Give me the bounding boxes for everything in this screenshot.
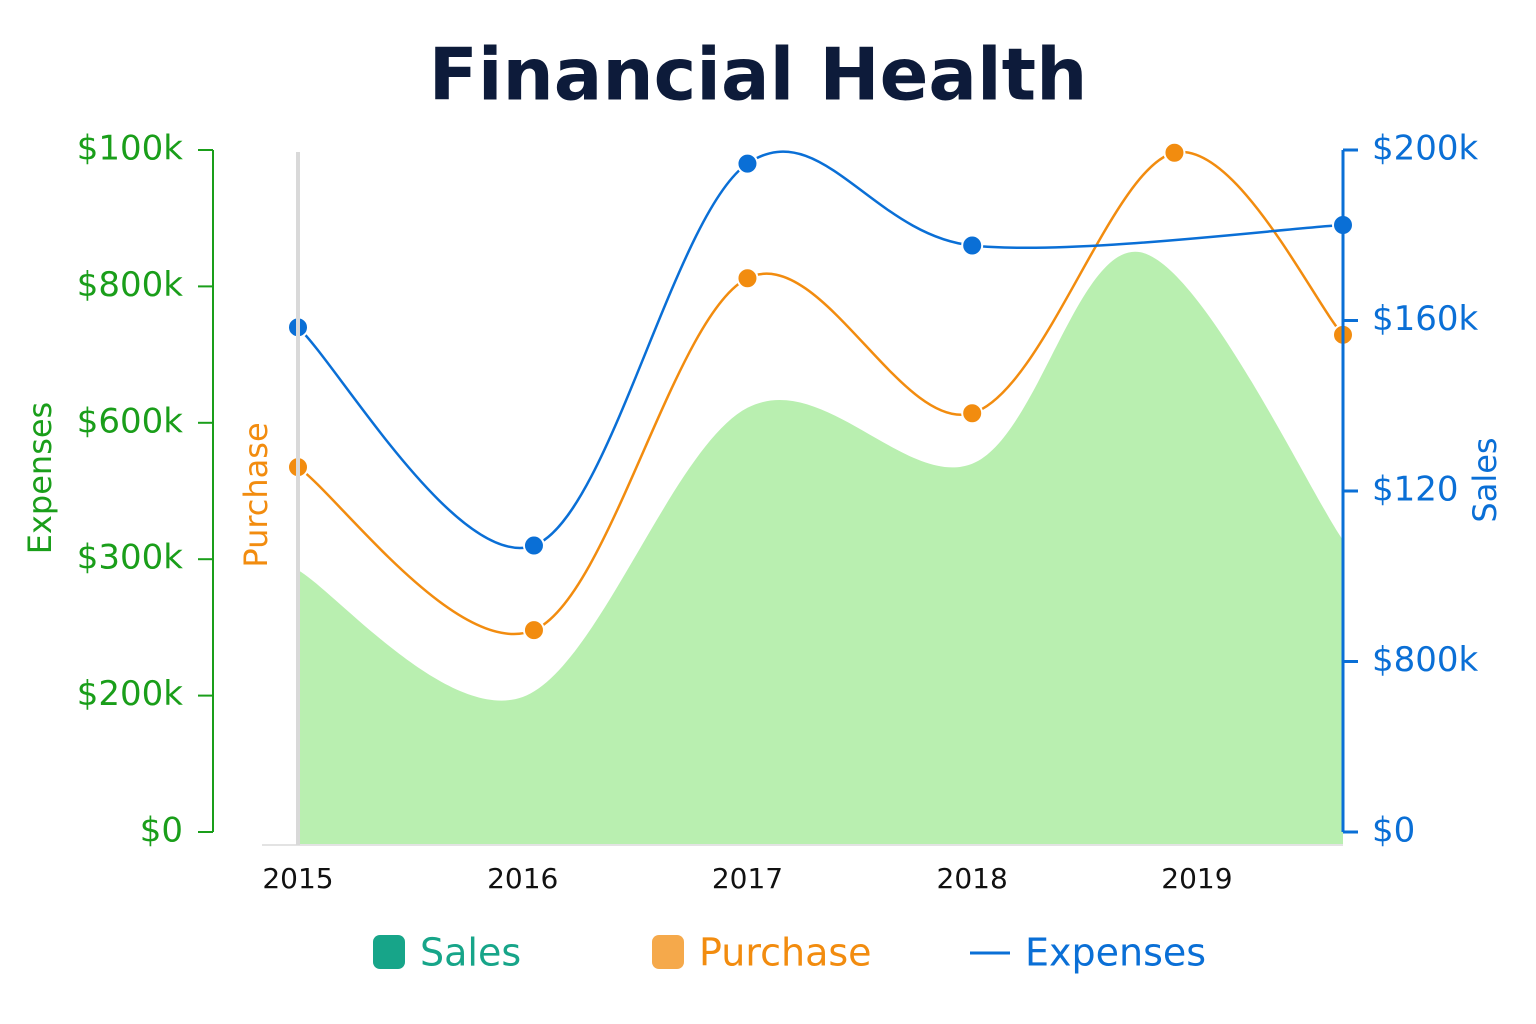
legend-swatch [373, 935, 405, 969]
x-tick-label: 2018 [937, 862, 1008, 895]
plot-area [287, 141, 1354, 845]
y2-tick-label: $160k [1372, 299, 1479, 339]
y-tick-label: $100k [77, 129, 184, 169]
point [522, 534, 545, 557]
x-tick-label: 2017 [712, 862, 783, 895]
y-tick-label: $200k [77, 674, 184, 714]
y2-axis-title: Sales [1466, 437, 1504, 522]
point [1163, 141, 1186, 164]
x-tick-label: 2016 [487, 862, 558, 895]
point [961, 234, 984, 257]
point [736, 267, 759, 290]
line [297, 150, 1344, 550]
y-axis-title: Expenses [21, 402, 59, 554]
legend-swatch [652, 935, 684, 969]
y-tick-label: $600k [77, 401, 184, 441]
y2-tick-label: $0 [1372, 811, 1415, 851]
point [961, 402, 984, 425]
point [736, 152, 759, 175]
y2-tick-label: $120 [1372, 470, 1459, 510]
chart-title: Financial Health [429, 33, 1088, 117]
point [522, 619, 545, 642]
x-tick-label: 2015 [262, 862, 333, 895]
y2-tick-label: $200k [1372, 129, 1479, 169]
x-tick-label: 2019 [1161, 862, 1232, 895]
y-axis-title-secondary: Purchase [237, 422, 275, 567]
y-tick-label: $0 [140, 811, 183, 851]
area [298, 251, 1343, 845]
legend-label: Purchase [699, 931, 872, 975]
legend-label: Expenses [1025, 931, 1206, 975]
legend-label: Sales [420, 931, 521, 975]
y-tick-label: $800k [77, 265, 184, 305]
y-tick-label: $300k [77, 538, 184, 578]
y2-tick-label: $800k [1372, 640, 1479, 680]
